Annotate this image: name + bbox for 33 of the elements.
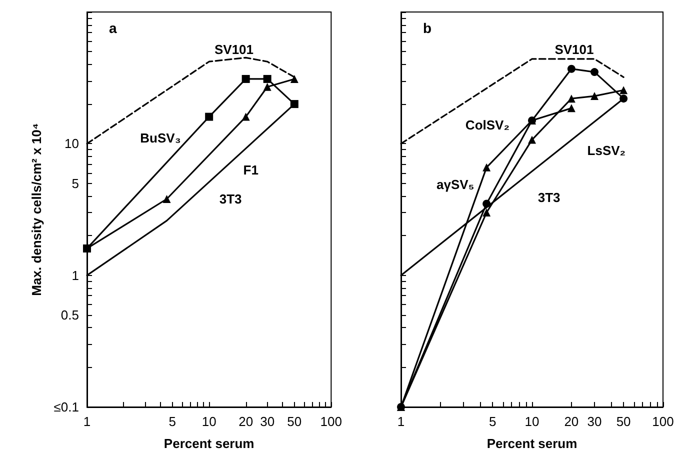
- y-tick-label: 1: [72, 268, 79, 283]
- x-tick-label: 10: [524, 414, 540, 429]
- x-tick-label: 100: [652, 414, 674, 429]
- annotation: SV101: [214, 42, 254, 57]
- x-tick-label: 1: [397, 414, 405, 429]
- x-axis-title: Percent serum: [486, 436, 578, 451]
- y-tick-label: 0.5: [60, 307, 79, 322]
- annotation: 3T3: [219, 191, 242, 206]
- annotation: F1: [243, 162, 258, 178]
- annotation: SV101: [554, 42, 594, 57]
- x-tick-label: 10: [202, 414, 216, 429]
- x-tick-label: 5: [168, 414, 176, 429]
- annotation: BuSV₃: [140, 130, 181, 146]
- annotation: ColSV₂: [465, 118, 510, 132]
- x-tick-label: 30: [587, 414, 602, 429]
- text: b: [423, 20, 432, 36]
- x-tick-label: 30: [260, 414, 275, 429]
- x-tick-label: 1: [83, 414, 91, 429]
- x-tick-label: 50: [287, 414, 302, 429]
- y-axis-title: Max. density cells/cm² x 10⁴: [28, 123, 44, 296]
- x-tick-label: 5: [488, 414, 496, 429]
- x-tick-label: 20: [564, 414, 579, 429]
- y-tick-label: 5: [72, 176, 79, 191]
- annotation: aγSV₅: [436, 176, 474, 192]
- x-tick-label: 20: [238, 414, 254, 429]
- y-tick-label: 10: [64, 136, 79, 152]
- x-tick-label: 100: [320, 414, 342, 429]
- x-tick-label: 50: [616, 414, 631, 429]
- annotation: 3T3: [538, 190, 560, 206]
- x-axis-title: Percent serum: [164, 436, 254, 451]
- text: a: [109, 20, 117, 36]
- y-tick-label: ≤0.1: [54, 400, 79, 414]
- annotation: LsSV₂: [587, 142, 626, 158]
